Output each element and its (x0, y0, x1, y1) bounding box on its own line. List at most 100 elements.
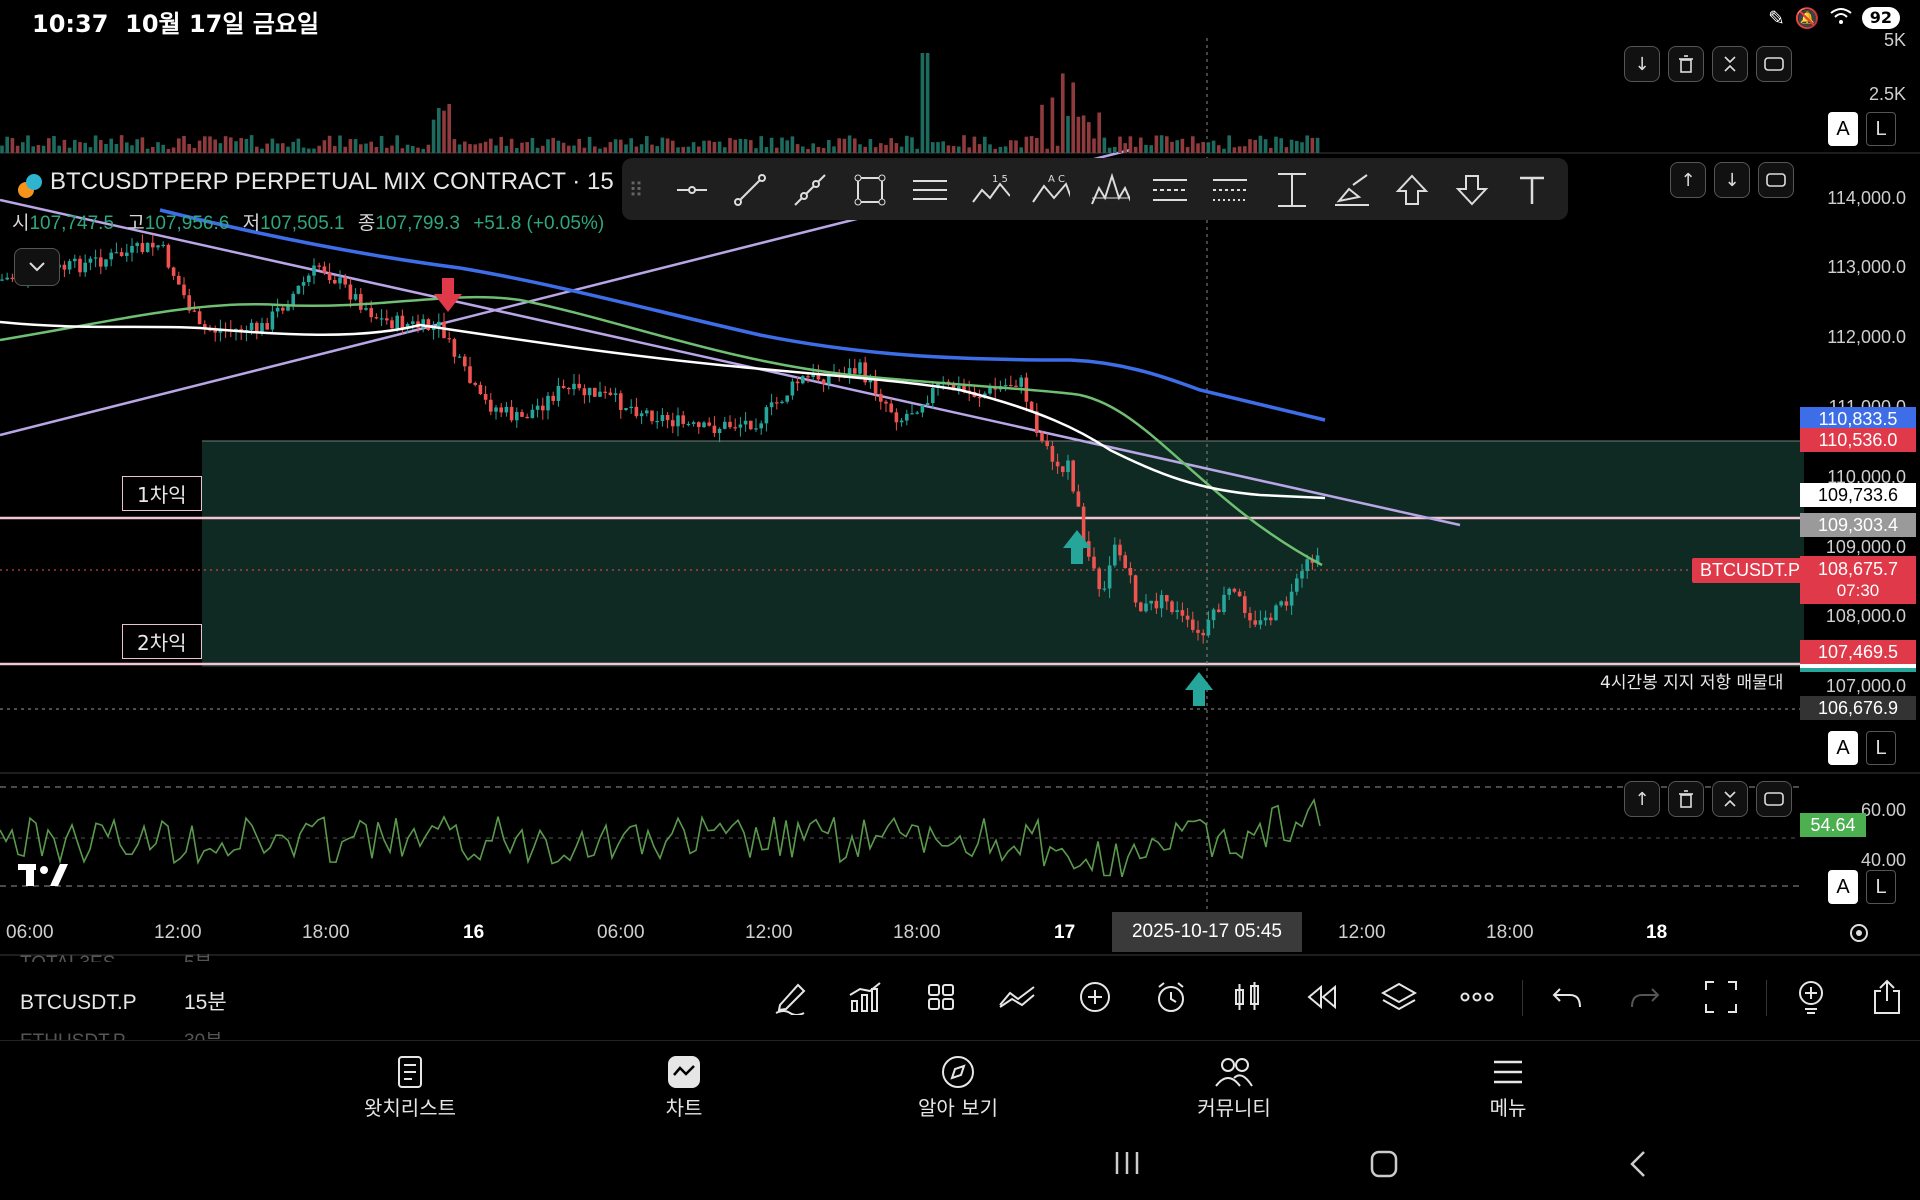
layers-icon[interactable] (1376, 974, 1422, 1020)
candle-body (879, 393, 883, 402)
candle-body (1279, 601, 1283, 606)
drag-handle-icon[interactable]: ⠿ (628, 178, 644, 202)
log-scale-button[interactable]: L (1866, 731, 1896, 765)
rsi-move-up-button[interactable]: ↑ (1624, 781, 1660, 817)
volume-bar (379, 136, 384, 153)
tab-community[interactable]: 커뮤니티 (1164, 1052, 1304, 1121)
compare-icon[interactable] (994, 974, 1040, 1020)
chart-type-candle-icon[interactable] (1224, 974, 1270, 1020)
back-button[interactable] (1628, 1150, 1648, 1182)
candle-body (390, 320, 394, 329)
volume-bar (1289, 139, 1294, 153)
candle-body (541, 405, 545, 411)
add-symbol-icon[interactable] (1072, 974, 1118, 1020)
volume-bar (99, 140, 103, 153)
volume-bar (749, 140, 753, 153)
elliott-wave-tool[interactable]: 1 5 (970, 170, 1010, 210)
watchlist-row-faded[interactable]: ETHUSDT.P30분 (20, 1026, 223, 1040)
horizontal-ray-tool[interactable] (672, 170, 712, 210)
undo-icon[interactable] (1544, 974, 1590, 1020)
candle-body (10, 277, 15, 280)
fib-retracement-tool[interactable] (1150, 170, 1190, 210)
second-target-label[interactable]: 2차익 (122, 624, 202, 659)
volume-bar (1227, 135, 1231, 153)
trend-line-tool[interactable] (730, 170, 770, 210)
tab-chart[interactable]: 차트 (614, 1052, 754, 1121)
share-icon[interactable] (1864, 974, 1910, 1020)
volume-axis-tick: 2.5K (1868, 84, 1906, 104)
pane-move-down-button[interactable]: ↓ (1714, 162, 1750, 198)
drawing-pencil-icon[interactable] (768, 974, 814, 1020)
ideas-bulb-icon[interactable] (1788, 974, 1834, 1020)
tab-explore[interactable]: 알아 보기 (888, 1052, 1028, 1121)
tab-watchlist[interactable]: 왓치리스트 (340, 1052, 480, 1121)
watchlist-row-faded[interactable]: TOTAL3ES5분 (20, 948, 212, 962)
replay-icon[interactable] (1300, 974, 1346, 1020)
candle-body (665, 414, 670, 421)
candle-body (775, 402, 779, 404)
candle-body (962, 386, 966, 391)
first-target-label[interactable]: 1차익 (122, 476, 202, 511)
candle-body (99, 257, 103, 267)
volume-bar (161, 144, 165, 153)
arrow-down-tool[interactable] (1452, 170, 1492, 210)
time-axis-tick: 18:00 (1486, 922, 1534, 943)
candle-body (910, 413, 914, 415)
fib-extension-tool[interactable] (1210, 170, 1250, 210)
redo-icon[interactable] (1622, 974, 1668, 1020)
rsi-delete-button[interactable] (1668, 781, 1704, 817)
auto-scale-button[interactable]: A (1828, 112, 1858, 146)
pane-maximize-button[interactable] (1756, 46, 1792, 82)
candle-body (73, 258, 77, 262)
chart-title[interactable]: BTCUSDTPERP PERPETUAL MIX CONTRACT · 15 … (50, 168, 657, 195)
alert-clock-icon[interactable] (1148, 974, 1194, 1020)
volume-bar (1024, 136, 1029, 153)
abc-pattern-tool[interactable]: A C (1030, 170, 1070, 210)
rsi-maximize-button[interactable] (1756, 781, 1792, 817)
volume-bar (62, 139, 67, 153)
volume-bar (286, 146, 290, 153)
candle-body (1123, 555, 1127, 569)
head-shoulders-tool[interactable] (1090, 170, 1130, 210)
volume-bar (478, 143, 483, 153)
auto-scale-button[interactable]: A (1828, 731, 1858, 765)
layout-grid-icon[interactable] (918, 974, 964, 1020)
candle-body (203, 324, 207, 330)
time-axis-settings-icon[interactable] (1846, 920, 1872, 950)
candle-body (5, 277, 9, 280)
candle-body (655, 420, 659, 423)
price-range-tool[interactable] (1272, 170, 1312, 210)
auto-scale-button[interactable]: A (1828, 870, 1858, 904)
candle-body (260, 323, 264, 333)
volume-bar (197, 140, 202, 153)
candle-body (723, 421, 727, 429)
pane-collapse-button[interactable] (1712, 46, 1748, 82)
fullscreen-icon[interactable] (1698, 974, 1744, 1020)
legend-collapse-button[interactable] (14, 248, 60, 286)
tab-menu[interactable]: 메뉴 (1438, 1052, 1578, 1121)
pane-move-up-button[interactable]: ↑ (1670, 162, 1706, 198)
indicators-icon[interactable] (842, 974, 888, 1020)
brush-tool[interactable] (1332, 170, 1372, 210)
volume-bar (723, 147, 727, 153)
volume-bar (114, 143, 119, 153)
volume-bar (868, 139, 873, 153)
text-tool[interactable] (1512, 170, 1552, 210)
price-chart[interactable] (0, 0, 1920, 960)
rectangle-tool[interactable] (850, 170, 890, 210)
pane-maximize-button[interactable] (1758, 162, 1794, 198)
arrow-up-tool[interactable] (1392, 170, 1432, 210)
candle-body (556, 385, 561, 401)
extended-line-tool[interactable] (790, 170, 830, 210)
rsi-collapse-button[interactable] (1712, 781, 1748, 817)
recent-apps-button[interactable] (1112, 1150, 1142, 1180)
log-scale-button[interactable]: L (1866, 870, 1896, 904)
log-scale-button[interactable]: L (1866, 112, 1896, 146)
watchlist-row-active[interactable]: BTCUSDT.P 15분 (20, 991, 227, 1014)
pane-delete-button[interactable] (1668, 46, 1704, 82)
volume-axis-tick: 5K (1883, 30, 1906, 50)
more-options-icon[interactable] (1454, 974, 1500, 1020)
parallel-channel-tool[interactable] (910, 170, 950, 210)
pane-move-down-button[interactable]: ↓ (1624, 46, 1660, 82)
home-button[interactable] (1370, 1150, 1398, 1182)
